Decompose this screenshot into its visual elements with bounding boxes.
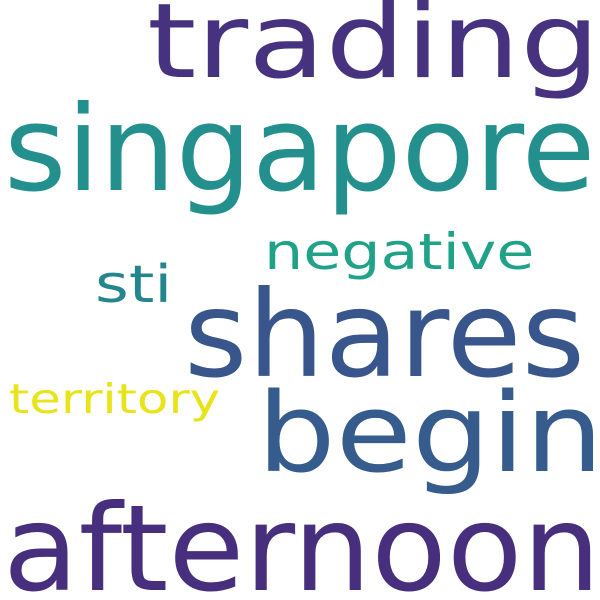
word-begin: begin xyxy=(256,369,600,497)
word-afternoon: afternoon xyxy=(2,479,600,600)
word-territory: territory xyxy=(8,375,221,424)
word-trading: trading xyxy=(147,0,600,103)
word-negative: negative xyxy=(264,222,535,281)
word-sti: sti xyxy=(94,254,173,315)
word-singapore: singapore xyxy=(4,79,596,218)
word-shares: shares xyxy=(183,265,585,405)
